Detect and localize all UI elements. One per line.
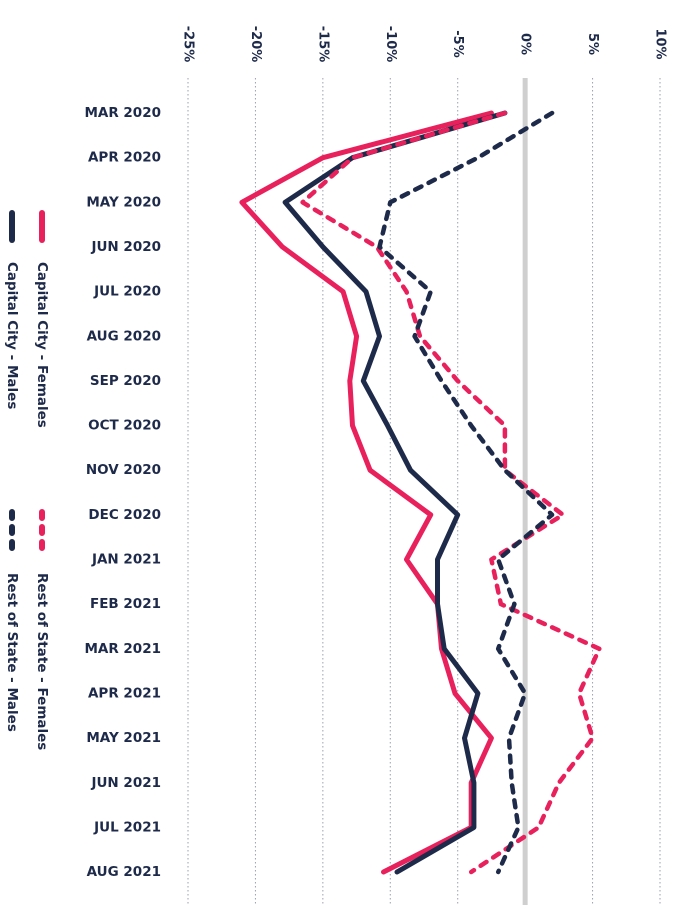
month-label-jan-2021: JAN 2021	[91, 552, 161, 568]
tick-label-5: -5%	[450, 30, 465, 57]
month-label-apr-2020: APR 2020	[88, 150, 161, 166]
gridlines	[187, 78, 661, 905]
tick-label-25: -25%	[181, 26, 196, 63]
month-label-jun-2020: JUN 2020	[90, 239, 161, 255]
series-lines	[239, 110, 602, 875]
series-rest-of-state-females	[300, 110, 602, 875]
tick-label-20: -20%	[248, 26, 263, 63]
month-label-mar-2020: MAR 2020	[84, 105, 161, 121]
month-label-jun-2021: JUN 2021	[90, 775, 161, 791]
month-label-mar-2021: MAR 2021	[84, 641, 161, 657]
month-label-may-2020: MAY 2020	[86, 194, 161, 210]
legend-label-capital-city-males: Capital City - Males	[4, 262, 20, 409]
month-label-dec-2020: DEC 2020	[88, 507, 161, 523]
legend-label-rest-of-state-females: Rest of State - Females	[34, 573, 50, 750]
month-label-aug-2021: AUG 2021	[87, 864, 161, 880]
tick-label-0: 0%	[518, 33, 533, 55]
month-label-feb-2021: FEB 2021	[90, 596, 161, 612]
tick-label-10: 10%	[653, 28, 668, 59]
series-rest-of-state-males	[377, 110, 555, 875]
month-label-may-2021: MAY 2021	[86, 730, 161, 746]
month-label-jul-2020: JUL 2020	[93, 284, 161, 300]
series-capital-city-males	[282, 110, 508, 875]
tick-label-10: -10%	[383, 26, 398, 63]
x-axis-ticks: -25% -20% -15% -10% -5% 0% 5% 10%	[181, 26, 668, 63]
month-labels: MAR 2020 APR 2020 MAY 2020 JUN 2020 JUL 2020…	[84, 105, 161, 880]
month-label-nov-2020: NOV 2020	[86, 462, 161, 478]
month-label-jul-2021: JUL 2021	[93, 819, 161, 835]
tick-label-15: -15%	[315, 26, 330, 63]
month-label-oct-2020: OCT 2020	[88, 418, 161, 434]
legend-label-capital-city-females: Capital City - Females	[34, 262, 50, 428]
legend: Capital City - Females Capital City - Mal…	[4, 210, 50, 750]
series-capital-city-females	[239, 110, 494, 875]
legend-label-rest-of-state-males: Rest of State - Males	[4, 573, 20, 732]
month-label-aug-2020: AUG 2020	[87, 328, 161, 344]
tick-label-5: 5%	[585, 33, 600, 55]
month-label-sep-2020: SEP 2020	[90, 373, 161, 389]
month-label-apr-2021: APR 2021	[88, 685, 161, 701]
